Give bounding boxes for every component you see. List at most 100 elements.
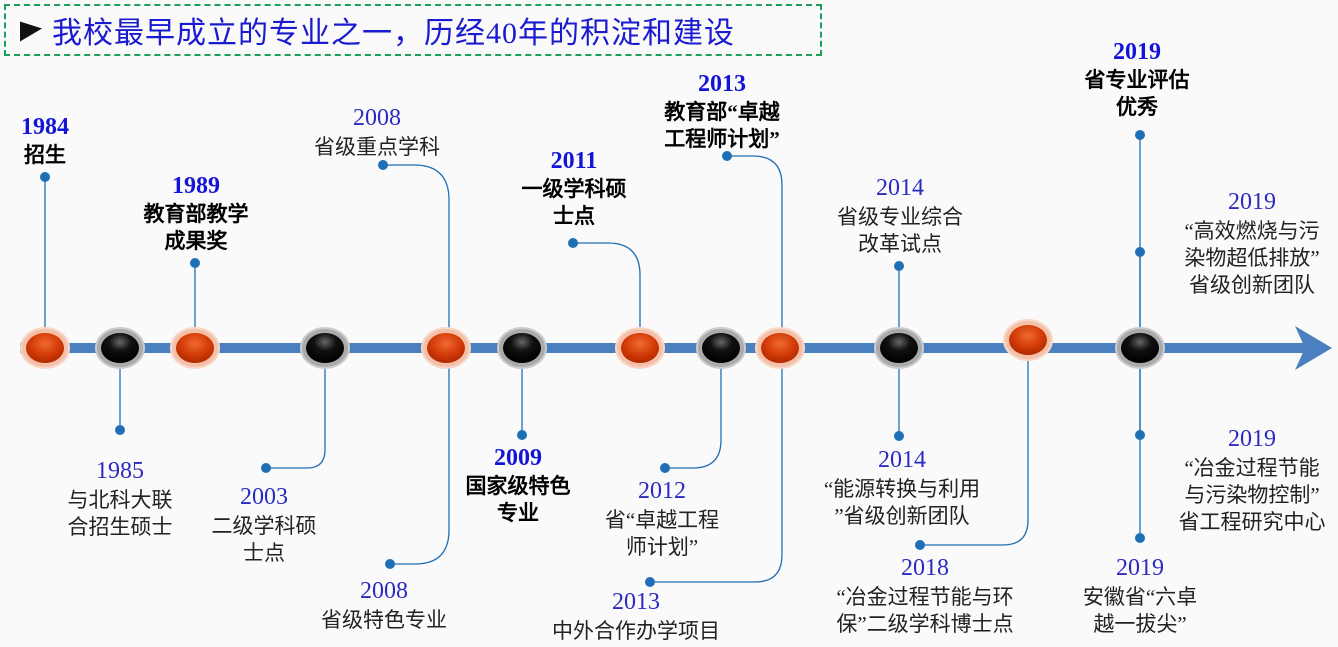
connector-line <box>383 164 450 330</box>
connector-dot <box>894 431 904 441</box>
timeline-event: 1984 招生 <box>21 114 69 167</box>
event-description: 越一拔尖” <box>1093 612 1186 636</box>
event-year: 2013 <box>698 71 746 97</box>
event-description: “高效燃烧与污 <box>1184 219 1319 243</box>
event-description: 染物超低排放” <box>1184 246 1319 270</box>
event-year: 2018 <box>901 555 949 581</box>
event-description: 二级学科硕 <box>212 514 317 538</box>
timeline-node-black <box>497 327 547 369</box>
event-year: 2019 <box>1113 39 1161 65</box>
title-banner: 我校最早成立的专业之一，历经40年的积淀和建设 <box>4 4 822 56</box>
event-year: 2013 <box>612 589 660 615</box>
timeline-node-black <box>874 327 924 369</box>
event-description: 省专业评估 <box>1084 68 1190 92</box>
event-description: 国家级特色 <box>466 474 571 498</box>
connector-dot <box>40 172 50 182</box>
connector-dot <box>568 238 578 248</box>
event-year: 2019 <box>1228 189 1276 215</box>
timeline-node-black <box>300 327 350 369</box>
event-year: 1984 <box>21 114 69 140</box>
connector-dot <box>385 559 395 569</box>
timeline-node-red <box>755 327 805 369</box>
connector-line <box>920 360 1029 546</box>
timeline-event: 2013 中外合作办学项目 <box>552 589 720 643</box>
event-year: 1989 <box>172 173 220 199</box>
event-description: 省工程研究中心 <box>1179 510 1326 534</box>
connector-line <box>266 365 326 469</box>
connector-dot <box>894 261 904 271</box>
event-description: “冶金过程节能与环 <box>836 585 1013 609</box>
event-description: 安徽省“六卓 <box>1083 585 1197 609</box>
connector-dot <box>645 577 655 587</box>
timeline-node-black <box>1115 327 1165 369</box>
event-description: 师计划” <box>626 535 698 559</box>
timeline-node-black <box>95 327 145 369</box>
event-year: 2009 <box>494 445 542 471</box>
event-year: 2011 <box>551 148 598 174</box>
event-description: 省级特色专业 <box>321 608 447 632</box>
connector-dot <box>1135 247 1145 257</box>
timeline-node-red <box>615 327 665 369</box>
event-description: 省“卓越工程 <box>605 508 719 532</box>
connector-dot <box>378 160 388 170</box>
event-description: 专业 <box>497 501 539 525</box>
connector-dot <box>190 258 200 268</box>
connector-dot <box>261 463 271 473</box>
connector-dot <box>722 151 732 161</box>
event-description: 一级学科硕 <box>522 177 627 201</box>
event-description: 教育部“卓越 <box>664 100 780 124</box>
event-year: 1985 <box>96 458 144 484</box>
event-description: 与污染物控制” <box>1184 483 1319 507</box>
page-title: 我校最早成立的专业之一，历经40年的积淀和建设 <box>52 17 735 50</box>
event-description: 中外合作办学项目 <box>552 619 720 643</box>
connector-dot <box>517 430 527 440</box>
event-description: ”省级创新团队 <box>834 504 969 528</box>
timeline-event: 2014 “能源转换与利用 ”省级创新团队 <box>824 447 980 528</box>
connector-line <box>727 155 783 330</box>
event-year: 2014 <box>878 447 926 473</box>
event-description: “能源转换与利用 <box>824 477 980 501</box>
event-year: 2003 <box>240 484 288 510</box>
event-year: 2008 <box>353 105 401 131</box>
event-year: 2012 <box>638 478 686 504</box>
event-description: 与北科大联 <box>68 488 173 512</box>
timeline-node-red <box>1003 319 1053 361</box>
timeline-node-red <box>421 327 471 369</box>
event-description: 省级重点学科 <box>314 135 440 159</box>
timeline-event: 2008 省级重点学科 <box>314 105 440 159</box>
timeline-node-red <box>170 327 220 369</box>
event-description: 教育部教学 <box>144 202 249 226</box>
connector-dot <box>1135 533 1145 543</box>
event-description: 成果奖 <box>165 229 229 253</box>
connector-dot <box>1135 130 1145 140</box>
event-description: “冶金过程节能 <box>1184 456 1319 480</box>
event-description: 士点 <box>553 204 595 228</box>
event-year: 2019 <box>1228 426 1276 452</box>
event-description: 工程师计划” <box>664 127 780 151</box>
event-description: 优秀 <box>1116 95 1158 119</box>
connector-line <box>390 365 450 565</box>
connector-line <box>573 242 641 330</box>
axis-arrow-icon <box>1295 326 1332 370</box>
event-description: 改革试点 <box>858 232 942 256</box>
event-description: 省级创新团队 <box>1189 273 1315 297</box>
connector-dot <box>115 425 125 435</box>
event-year: 2008 <box>360 578 408 604</box>
connector-dot <box>915 540 925 550</box>
connector-dot <box>660 463 670 473</box>
event-description: 省级专业综合 <box>837 205 963 229</box>
event-description: 士点 <box>243 541 285 565</box>
